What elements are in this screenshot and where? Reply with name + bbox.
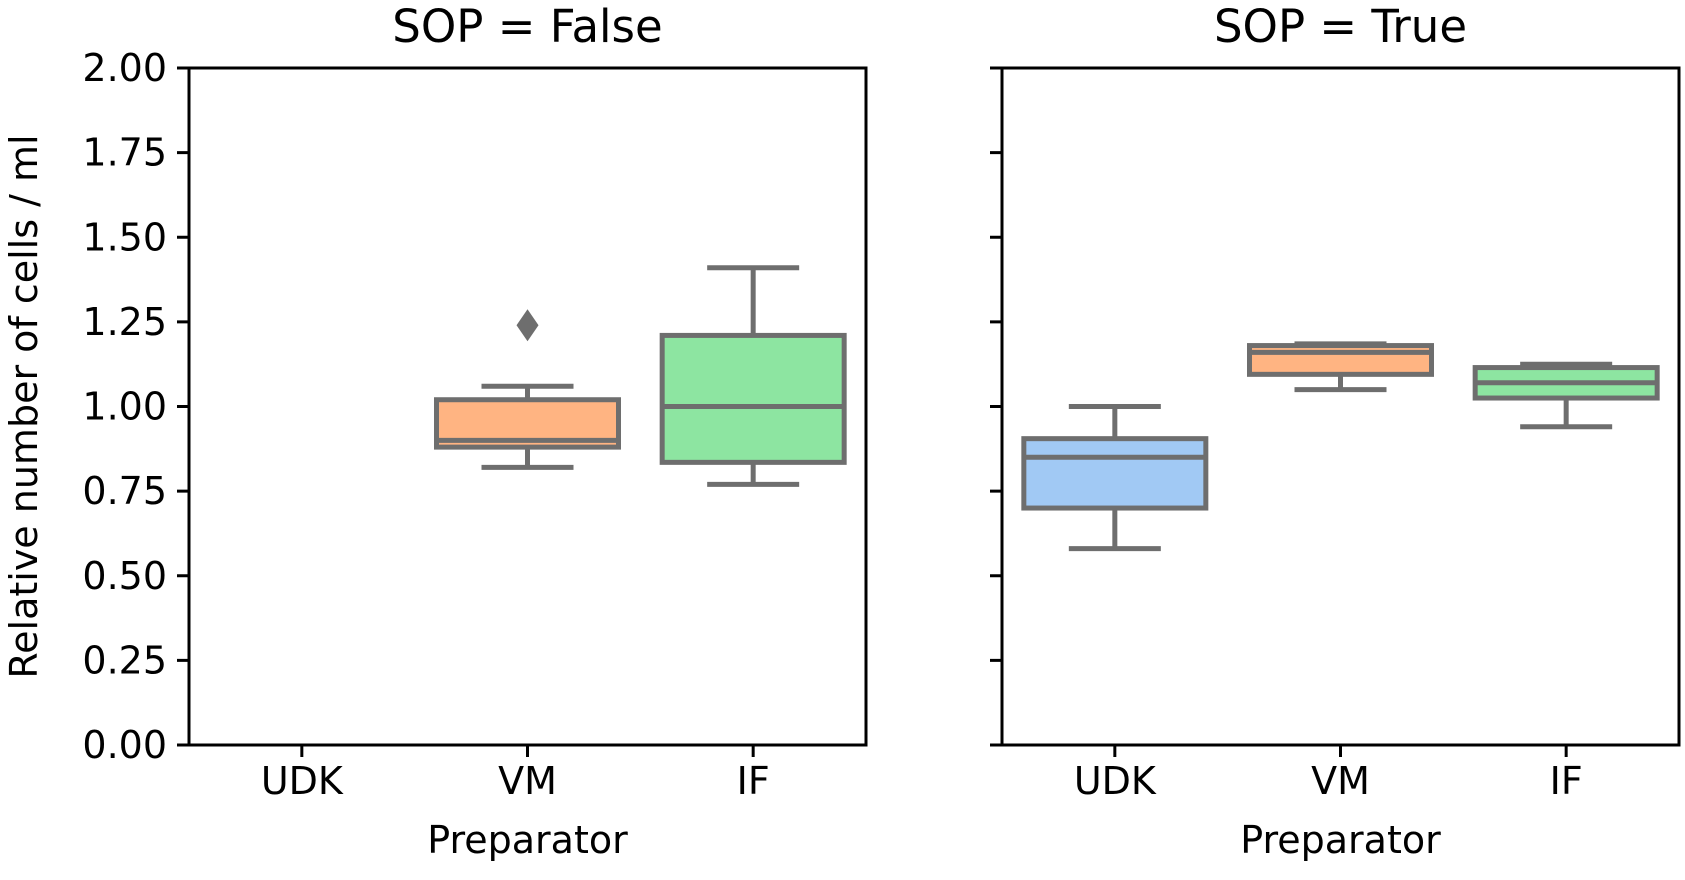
y-tick-label: 0.00: [82, 723, 167, 767]
x-tick-label: VM: [1311, 759, 1370, 803]
x-tick-label: IF: [1550, 759, 1583, 803]
x-tick-label: VM: [498, 759, 557, 803]
y-tick-label: 1.50: [82, 215, 167, 259]
box-vm-outlier: [516, 309, 539, 342]
box-if-iqr: [659, 332, 847, 465]
panel-frame: [187, 66, 868, 747]
x-tick-label: UDK: [1074, 759, 1157, 803]
x-axis-label: Preparator: [1240, 818, 1441, 862]
box-udk-iqr: [1021, 436, 1209, 511]
panel-title: SOP = True: [1214, 0, 1467, 53]
y-tick-label: 1.75: [82, 131, 167, 175]
x-tick-label: UDK: [261, 759, 344, 803]
x-tick-label: IF: [737, 759, 770, 803]
y-tick-label: 1.25: [82, 300, 167, 344]
y-tick-label: 2.00: [82, 46, 167, 90]
y-tick-label: 0.75: [82, 469, 167, 513]
y-tick-label: 0.25: [82, 638, 167, 682]
panel-title: SOP = False: [392, 0, 662, 53]
y-tick-label: 0.50: [82, 554, 167, 598]
y-tick-label: 1.00: [82, 385, 167, 429]
panel-frame: [1000, 66, 1681, 747]
y-axis-label: Relative number of cells / ml: [2, 134, 46, 678]
x-axis-label: Preparator: [427, 818, 628, 862]
